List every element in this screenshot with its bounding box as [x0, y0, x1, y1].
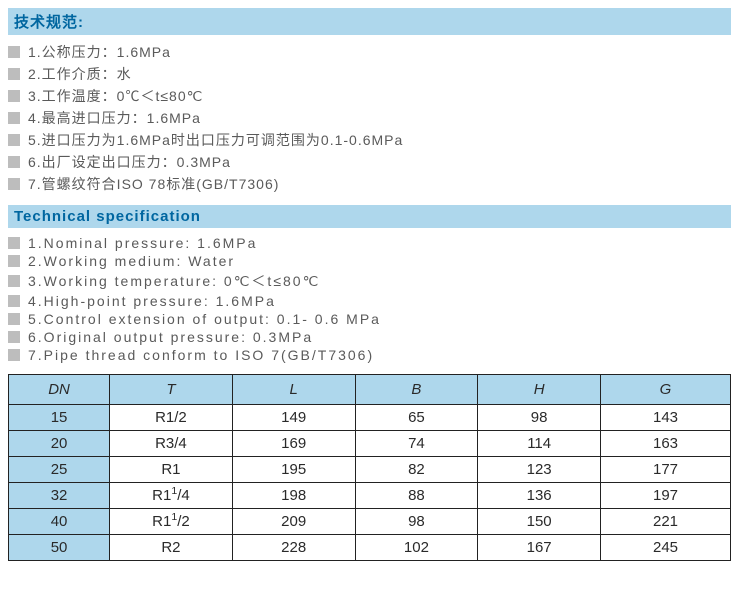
table-row: 40R11/220998150221: [9, 509, 731, 535]
table-cell: 25: [9, 457, 110, 483]
table-cell: 197: [601, 483, 731, 509]
square-bullet-icon: [8, 349, 20, 361]
square-bullet-icon: [8, 237, 20, 249]
table-cell: 228: [232, 535, 355, 561]
spec-item-text: 6.出厂设定出口压力：0.3MPa: [28, 152, 231, 172]
table-cell: R2: [110, 535, 233, 561]
table-cell: 20: [9, 431, 110, 457]
table-cell: 32: [9, 483, 110, 509]
spec-item-text: 7.管螺纹符合ISO 78标准(GB/T7306): [28, 174, 279, 194]
table-cell: R11/4: [110, 483, 233, 509]
table-cell: 65: [355, 405, 478, 431]
spec-item: 7.Pipe thread conform to ISO 7(GB/T7306): [8, 346, 731, 364]
spec-item-text: 4.最高进口压力：1.6MPa: [28, 108, 201, 128]
table-header-cell: G: [601, 375, 731, 405]
table-cell: 209: [232, 509, 355, 535]
table-header-cell: DN: [9, 375, 110, 405]
table-cell: 98: [478, 405, 601, 431]
table-cell: 198: [232, 483, 355, 509]
table-header-cell: H: [478, 375, 601, 405]
square-bullet-icon: [8, 255, 20, 267]
table-cell: 74: [355, 431, 478, 457]
table-row: 25R119582123177: [9, 457, 731, 483]
square-bullet-icon: [8, 112, 20, 124]
table-row: 50R2228102167245: [9, 535, 731, 561]
spec-item: 1.Nominal pressure: 1.6MPa: [8, 234, 731, 252]
table-row: 15R1/21496598143: [9, 405, 731, 431]
square-bullet-icon: [8, 134, 20, 146]
spec-item-text: 1.Nominal pressure: 1.6MPa: [28, 235, 257, 251]
table-cell: 136: [478, 483, 601, 509]
spec-item: 2.Working medium: Water: [8, 252, 731, 270]
spec-item-text: 3.Working temperature: 0℃＜t≤80℃: [28, 271, 320, 291]
dimension-table: DNTLBHG 15R1/2149659814320R3/41697411416…: [8, 374, 731, 561]
spec-item-text: 2.Working medium: Water: [28, 253, 235, 269]
table-cell: 50: [9, 535, 110, 561]
spec-item-text: 1.公称压力：1.6MPa: [28, 42, 171, 62]
table-cell: 177: [601, 457, 731, 483]
square-bullet-icon: [8, 295, 20, 307]
spec-item: 6.Original output pressure: 0.3MPa: [8, 328, 731, 346]
spec-item-text: 4.High-point pressure: 1.6MPa: [28, 293, 276, 309]
table-header-cell: L: [232, 375, 355, 405]
spec-item: 4.最高进口压力：1.6MPa: [8, 107, 731, 129]
tech-spec-list-en: 1.Nominal pressure: 1.6MPa 2.Working medi…: [8, 234, 731, 364]
spec-item: 2.工作介质：水: [8, 63, 731, 85]
table-cell: 221: [601, 509, 731, 535]
table-cell: 245: [601, 535, 731, 561]
table-header-cell: B: [355, 375, 478, 405]
square-bullet-icon: [8, 90, 20, 102]
table-row: 20R3/416974114163: [9, 431, 731, 457]
table-cell: 143: [601, 405, 731, 431]
tech-spec-header-cn: 技术规范:: [8, 8, 731, 35]
table-cell: 150: [478, 509, 601, 535]
square-bullet-icon: [8, 275, 20, 287]
spec-item: 5.Control extension of output: 0.1- 0.6 …: [8, 310, 731, 328]
spec-item: 5.进口压力为1.6MPa时出口压力可调范围为0.1-0.6MPa: [8, 129, 731, 151]
spec-item: 1.公称压力：1.6MPa: [8, 41, 731, 63]
table-cell: 195: [232, 457, 355, 483]
table-cell: 15: [9, 405, 110, 431]
square-bullet-icon: [8, 156, 20, 168]
table-cell: 163: [601, 431, 731, 457]
table-cell: R11/2: [110, 509, 233, 535]
spec-item: 7.管螺纹符合ISO 78标准(GB/T7306): [8, 173, 731, 195]
table-cell: 149: [232, 405, 355, 431]
square-bullet-icon: [8, 331, 20, 343]
table-cell: 123: [478, 457, 601, 483]
spec-item-text: 2.工作介质：水: [28, 64, 132, 84]
table-cell: R3/4: [110, 431, 233, 457]
spec-item-text: 5.Control extension of output: 0.1- 0.6 …: [28, 311, 381, 327]
table-cell: R1/2: [110, 405, 233, 431]
spec-item-text: 3.工作温度：0℃＜t≤80℃: [28, 86, 203, 106]
table-cell: 82: [355, 457, 478, 483]
spec-item-text: 7.Pipe thread conform to ISO 7(GB/T7306): [28, 347, 374, 363]
tech-spec-list-cn: 1.公称压力：1.6MPa2.工作介质：水3.工作温度：0℃＜t≤80℃4.最高…: [8, 41, 731, 195]
table-cell: 88: [355, 483, 478, 509]
table-cell: 167: [478, 535, 601, 561]
square-bullet-icon: [8, 68, 20, 80]
square-bullet-icon: [8, 313, 20, 325]
table-cell: 40: [9, 509, 110, 535]
table-cell: R1: [110, 457, 233, 483]
spec-item-text: 5.进口压力为1.6MPa时出口压力可调范围为0.1-0.6MPa: [28, 130, 403, 150]
spec-item: 3.Working temperature: 0℃＜t≤80℃: [8, 270, 731, 292]
square-bullet-icon: [8, 178, 20, 190]
spec-item-text: 6.Original output pressure: 0.3MPa: [28, 329, 313, 345]
table-row: 32R11/419888136197: [9, 483, 731, 509]
square-bullet-icon: [8, 46, 20, 58]
tech-spec-header-en: Technical specification: [8, 205, 731, 228]
table-cell: 102: [355, 535, 478, 561]
table-cell: 114: [478, 431, 601, 457]
table-cell: 169: [232, 431, 355, 457]
spec-item: 3.工作温度：0℃＜t≤80℃: [8, 85, 731, 107]
table-cell: 98: [355, 509, 478, 535]
table-header-cell: T: [110, 375, 233, 405]
spec-item: 4.High-point pressure: 1.6MPa: [8, 292, 731, 310]
spec-item: 6.出厂设定出口压力：0.3MPa: [8, 151, 731, 173]
